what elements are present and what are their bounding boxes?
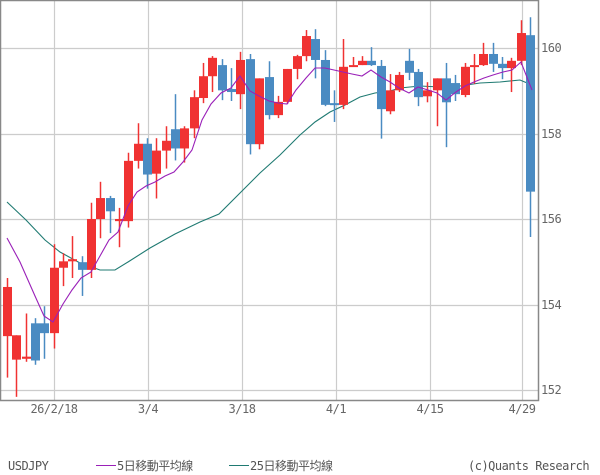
candle-up — [50, 244, 59, 349]
ma5-polyline — [6, 61, 533, 323]
candle-down — [330, 90, 339, 122]
candle-up — [96, 181, 105, 239]
candle-up — [59, 253, 68, 287]
candle-up — [433, 78, 442, 127]
y-tick-158: 158 — [541, 127, 562, 141]
candles — [3, 17, 535, 397]
candle-up — [124, 152, 133, 228]
candle-down — [265, 61, 274, 120]
candle-up — [283, 68, 292, 105]
candle-up — [293, 54, 302, 80]
candle-down — [227, 68, 236, 102]
candle-down — [106, 195, 115, 234]
candle-up — [199, 62, 208, 104]
ma25-swatch — [229, 465, 249, 466]
candle-up — [22, 313, 31, 362]
y-tick-160: 160 — [541, 41, 562, 55]
x-tick-2: 3/18 — [228, 402, 256, 416]
candle-down — [498, 56, 507, 80]
candle-down — [377, 59, 386, 139]
legend-ma5-label: 5日移動平均線 — [117, 459, 193, 473]
legend-ma5: 5日移動平均線 — [96, 459, 193, 473]
candle-up — [302, 30, 311, 62]
ma5-swatch — [96, 465, 116, 466]
legend-ma25-label: 25日移動平均線 — [250, 459, 333, 473]
candle-down — [143, 138, 152, 189]
candle-down — [78, 256, 87, 296]
x-tick-3: 4/1 — [325, 402, 347, 416]
y-tick-156: 156 — [541, 212, 562, 226]
candle-up — [339, 39, 348, 110]
candle-up — [507, 57, 516, 93]
legend-symbol: USDJPY — [8, 459, 49, 473]
ma5-line — [6, 61, 533, 323]
y-tick-154: 154 — [541, 298, 562, 312]
candle-down — [218, 59, 227, 101]
candle-down — [367, 47, 376, 66]
candle-down — [31, 318, 40, 365]
candle-down — [40, 306, 49, 359]
candle-down — [451, 74, 460, 102]
candle-up — [274, 95, 283, 119]
candle-up — [395, 71, 404, 93]
x-tick-0: 26/2/18 — [30, 402, 78, 416]
candle-down — [442, 62, 451, 148]
candle-down — [489, 42, 498, 72]
candle-up — [12, 335, 21, 397]
candle-down — [171, 94, 180, 161]
candle-down — [405, 48, 414, 81]
candle-up — [470, 53, 479, 84]
candle-down — [311, 29, 320, 79]
candle-up — [180, 126, 189, 163]
legend-ma25: 25日移動平均線 — [229, 459, 333, 473]
copyright: (c)Quants Research — [468, 459, 590, 473]
candle-up — [423, 82, 432, 103]
candle-up — [152, 138, 161, 199]
candle-up — [87, 202, 96, 278]
x-tick-4: 4/15 — [416, 402, 444, 416]
y-tick-152: 152 — [541, 383, 562, 397]
candle-up — [3, 277, 12, 378]
candle-down — [526, 17, 535, 237]
candle-up — [68, 236, 77, 278]
candle-up — [190, 90, 199, 139]
plot-frame — [0, 0, 540, 402]
candle-up — [461, 62, 470, 98]
candle-up — [208, 56, 217, 93]
candle-down — [246, 53, 255, 155]
candle-up — [358, 56, 367, 66]
candle-up — [349, 56, 358, 68]
candle-up — [134, 123, 143, 169]
grid-lines — [0, 0, 538, 400]
candle-up — [517, 20, 526, 66]
candle-up — [479, 42, 488, 66]
x-tick-1: 3/4 — [137, 402, 159, 416]
candle-up — [255, 78, 264, 150]
candle-up — [162, 126, 171, 169]
candle-up — [386, 74, 395, 115]
candle-down — [321, 50, 330, 107]
x-tick-5: 4/29 — [508, 402, 536, 416]
